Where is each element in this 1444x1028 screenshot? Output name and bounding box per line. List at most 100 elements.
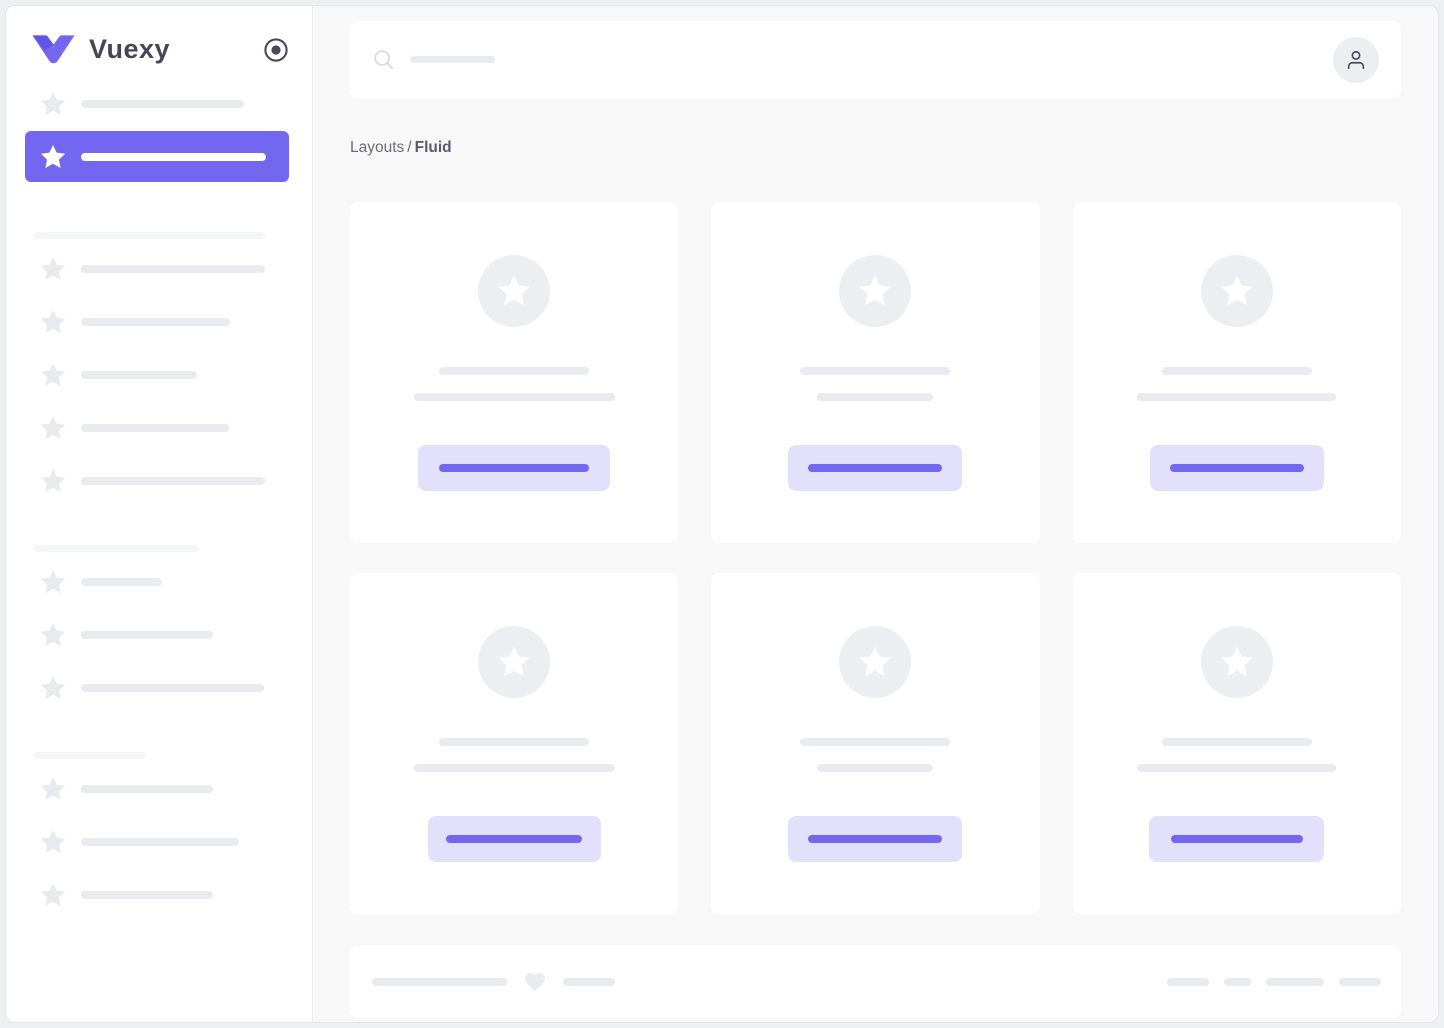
breadcrumb-current: Fluid: [414, 139, 452, 156]
sidebar-menu-item[interactable]: [25, 775, 289, 803]
card-button-placeholder[interactable]: [1149, 445, 1324, 491]
demo-card: [350, 573, 679, 914]
sidebar-menu-item[interactable]: [25, 361, 289, 389]
card-button-label-placeholder: [808, 464, 943, 472]
demo-card: [1072, 202, 1401, 543]
star-icon: [39, 255, 67, 283]
menu-label-placeholder: [81, 631, 213, 639]
star-icon: [39, 568, 67, 596]
vuexy-logo-icon: [31, 34, 76, 65]
menu-label-placeholder: [81, 838, 239, 846]
card-line-1-placeholder: [439, 738, 590, 746]
sidebar-menu-item[interactable]: [25, 828, 289, 856]
sidebar-menu-item[interactable]: [25, 90, 289, 118]
card-image-placeholder: [1200, 255, 1273, 327]
card-button-placeholder[interactable]: [418, 445, 611, 491]
star-icon: [859, 275, 892, 306]
star-icon: [39, 414, 67, 442]
demo-card: [1072, 573, 1401, 914]
card-line-1-placeholder: [800, 367, 951, 375]
main-content: Layouts / Fluid: [313, 6, 1438, 1022]
star-icon: [39, 90, 67, 118]
card-button-label-placeholder: [1170, 835, 1303, 843]
star-icon: [39, 621, 67, 649]
card-image-placeholder: [478, 626, 551, 698]
breadcrumb: Layouts / Fluid: [350, 139, 1401, 157]
brand-name: Vuexy: [89, 34, 171, 64]
card-image-placeholder: [839, 626, 912, 698]
top-navbar: [350, 21, 1401, 98]
app-frame: Vuexy: [5, 5, 1439, 1023]
sidebar-section-header-placeholder: [34, 232, 265, 239]
sidebar-menu-item[interactable]: [25, 308, 289, 336]
card-line-2-placeholder: [817, 764, 934, 772]
menu-label-placeholder: [81, 891, 213, 899]
star-icon: [859, 646, 892, 677]
footer-credit-placeholder: [563, 977, 615, 986]
star-icon: [39, 308, 67, 336]
star-icon: [39, 143, 67, 171]
card-button-label-placeholder: [439, 464, 590, 472]
card-line-1-placeholder: [1161, 367, 1312, 375]
star-icon: [39, 467, 67, 495]
card-line-2-placeholder: [1137, 393, 1337, 401]
star-icon: [498, 275, 530, 306]
card-line-1-placeholder: [1161, 738, 1312, 746]
brand[interactable]: Vuexy: [6, 6, 312, 65]
card-button-placeholder[interactable]: [788, 445, 963, 491]
card-image-placeholder: [1200, 626, 1273, 698]
footer-link-placeholder: [1167, 977, 1209, 986]
sidebar-menu-item[interactable]: [25, 255, 289, 283]
menu-label-placeholder: [81, 152, 266, 161]
card-button-label-placeholder: [446, 835, 583, 843]
card-button-placeholder[interactable]: [788, 816, 963, 862]
footer-copyright-placeholder: [372, 977, 507, 986]
star-icon: [1221, 275, 1253, 306]
demo-card: [711, 573, 1040, 914]
star-icon: [498, 646, 530, 677]
card-image-placeholder: [478, 255, 551, 327]
card-button-placeholder[interactable]: [1149, 816, 1325, 862]
sidebar-menu-item[interactable]: [25, 568, 289, 596]
card-grid: [350, 202, 1401, 914]
menu-label-placeholder: [81, 477, 265, 485]
sidebar-section-header-placeholder: [34, 752, 146, 759]
menu-label-placeholder: [81, 785, 213, 793]
card-button-label-placeholder: [808, 835, 943, 843]
card-line-1-placeholder: [439, 367, 590, 375]
card-button-label-placeholder: [1169, 464, 1304, 472]
menu-label-placeholder: [81, 100, 244, 108]
card-line-2-placeholder: [413, 393, 615, 401]
person-icon: [1347, 50, 1365, 69]
card-line-2-placeholder: [413, 764, 615, 772]
sidebar-menu-item[interactable]: [25, 621, 289, 649]
sidebar-menu-item[interactable]: [25, 674, 289, 702]
search-input[interactable]: [372, 48, 495, 71]
card-image-placeholder: [839, 255, 912, 327]
menu-label-placeholder: [81, 265, 265, 273]
card-line-2-placeholder: [1137, 764, 1337, 772]
search-icon: [374, 50, 394, 70]
sidebar-pin-toggle-icon[interactable]: [263, 37, 289, 63]
menu-label-placeholder: [81, 424, 229, 432]
sidebar-menu-item[interactable]: [25, 467, 289, 495]
star-icon: [39, 881, 67, 909]
user-avatar-button[interactable]: [1333, 36, 1379, 83]
breadcrumb-parent[interactable]: Layouts: [350, 139, 405, 156]
card-button-placeholder[interactable]: [427, 816, 601, 862]
card-line-1-placeholder: [800, 738, 951, 746]
star-icon: [39, 828, 67, 856]
star-icon: [1221, 646, 1253, 677]
sidebar-menu: [6, 90, 312, 949]
sidebar: Vuexy: [6, 6, 313, 1022]
sidebar-section-header-placeholder: [34, 545, 198, 552]
sidebar-menu-item[interactable]: [25, 414, 289, 442]
menu-label-placeholder: [81, 684, 264, 692]
footer-link-placeholder: [1224, 977, 1251, 986]
demo-card: [350, 202, 679, 543]
footer-links: [1167, 977, 1381, 986]
menu-label-placeholder: [81, 578, 162, 586]
menu-label-placeholder: [81, 371, 197, 379]
sidebar-menu-item[interactable]: [25, 881, 289, 909]
sidebar-menu-item[interactable]: [25, 131, 289, 182]
